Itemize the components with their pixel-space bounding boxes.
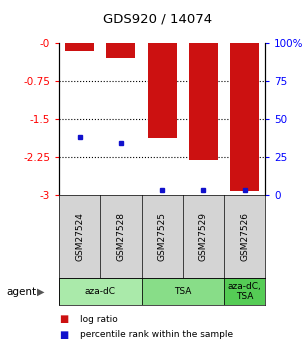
Bar [189, 43, 218, 159]
Text: ■: ■ [59, 314, 68, 324]
Bar [106, 43, 135, 58]
Text: GSM27528: GSM27528 [116, 212, 125, 261]
Text: GSM27524: GSM27524 [75, 212, 84, 261]
Bar [148, 43, 177, 138]
Text: agent: agent [6, 287, 36, 296]
Bar [224, 278, 265, 305]
Text: TSA: TSA [174, 287, 191, 296]
Text: GDS920 / 14074: GDS920 / 14074 [103, 12, 212, 25]
Bar [142, 278, 224, 305]
Text: ■: ■ [59, 330, 68, 339]
Bar [59, 278, 142, 305]
Text: GSM27525: GSM27525 [158, 212, 167, 261]
Bar [65, 43, 94, 51]
Text: aza-dC: aza-dC [85, 287, 116, 296]
Text: ▶: ▶ [37, 287, 45, 296]
Bar [230, 43, 259, 191]
Text: GSM27526: GSM27526 [240, 212, 249, 261]
Text: percentile rank within the sample: percentile rank within the sample [80, 330, 233, 339]
Text: log ratio: log ratio [80, 315, 118, 324]
Text: GSM27529: GSM27529 [199, 212, 208, 261]
Text: aza-dC,
TSA: aza-dC, TSA [228, 282, 261, 301]
